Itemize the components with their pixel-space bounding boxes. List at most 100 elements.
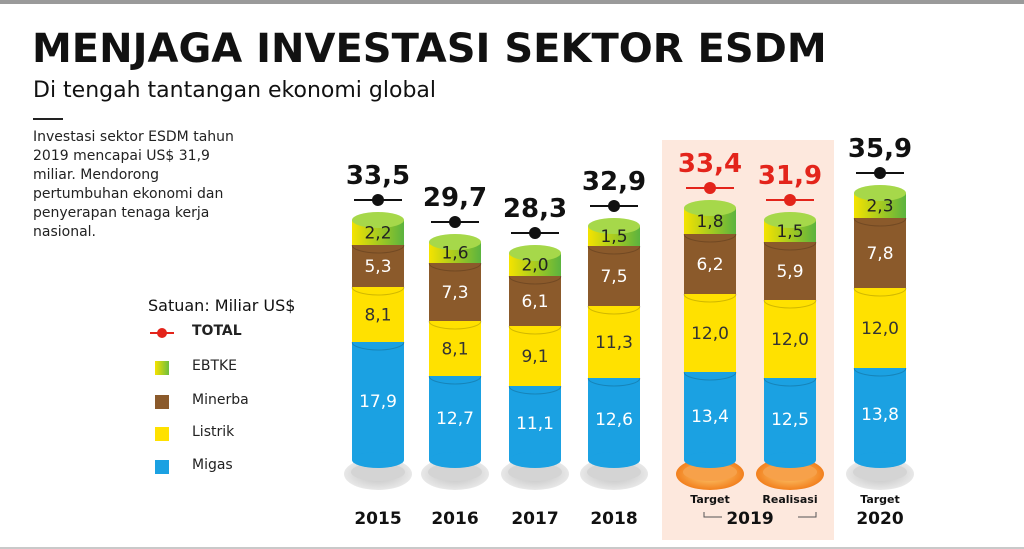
bar-segment-migas-4	[684, 372, 736, 460]
bar-segment-migas-2	[509, 386, 561, 460]
bar-seam-2-2	[508, 325, 562, 335]
data-label-listrik-1: 8,1	[441, 340, 468, 360]
data-label-listrik-6: 12,0	[861, 319, 899, 339]
total-label-0: 33,5	[346, 161, 410, 191]
bar-segment-minerba-2	[509, 276, 561, 326]
bar-top-cap-6	[854, 185, 906, 201]
sublabel-6: Target	[860, 493, 900, 506]
data-label-listrik-4: 12,0	[691, 324, 729, 344]
bar-segment-minerba-4	[684, 234, 736, 294]
data-label-ebtke-6: 2,3	[866, 197, 893, 217]
bar-segment-listrik-2	[509, 326, 561, 386]
legend-ebtke-label: EBTKE	[192, 358, 238, 374]
bar-segment-minerba-0	[352, 245, 404, 287]
page-title: MENJAGA INVESTASI SEKTOR ESDM	[32, 26, 827, 72]
bar-bottom-cap-6	[854, 452, 906, 468]
total-label-5: 31,9	[758, 161, 822, 191]
bar-segment-listrik-5	[764, 300, 816, 378]
total-dot-6	[874, 167, 886, 179]
bar-seam-2-1	[508, 385, 562, 395]
data-label-ebtke-5: 1,5	[776, 222, 803, 242]
bar-segment-migas-3	[588, 378, 640, 460]
sublabel-4: Target	[690, 493, 730, 506]
total-dot-2	[529, 227, 541, 239]
data-label-minerba-0: 5,3	[364, 257, 391, 277]
total-dot-3	[608, 200, 620, 212]
bar-seam-5-2	[763, 299, 817, 309]
data-label-ebtke-3: 1,5	[600, 227, 627, 247]
page-subtitle: Di tengah tantangan ekonomi global	[33, 78, 437, 103]
bar-seam-0-2	[351, 286, 405, 296]
top-border	[0, 0, 1024, 4]
data-label-listrik-2: 9,1	[521, 347, 548, 367]
bar-seam-0-3	[351, 244, 405, 254]
bar-top-cap-4	[684, 200, 736, 216]
bar-top-cap-1	[429, 234, 481, 250]
bar-seam-4-3	[683, 233, 737, 243]
total-label-3: 32,9	[582, 167, 646, 197]
migas-swatch-icon	[155, 460, 169, 474]
data-label-migas-5: 12,5	[771, 410, 809, 430]
year-label-2: 2017	[511, 509, 558, 529]
data-label-ebtke-0: 2,2	[364, 224, 391, 244]
data-label-migas-4: 13,4	[691, 407, 729, 427]
data-label-minerba-3: 7,5	[600, 267, 627, 287]
bar-bottom-cap-5	[764, 452, 816, 468]
legend-migas-label: Migas	[192, 457, 233, 473]
bracket-right	[798, 512, 817, 518]
total-dot-icon	[157, 328, 167, 338]
data-label-minerba-2: 6,1	[521, 292, 548, 312]
unit-label: Satuan: Miliar US$	[148, 296, 296, 315]
bar-seam-1-1	[428, 375, 482, 385]
bar-bottom-cap-1	[429, 452, 481, 468]
bar-segment-migas-0	[352, 342, 404, 460]
bar-bottom-cap-0	[352, 452, 404, 468]
bar-segment-migas-1	[429, 376, 481, 460]
bar-seam-3-2	[587, 305, 641, 315]
data-label-migas-3: 12,6	[595, 410, 633, 430]
bar-base-inner-5	[763, 463, 817, 481]
bar-seam-2-3	[508, 275, 562, 285]
bar-base-inner-0	[351, 463, 405, 481]
bar-seam-6-3	[853, 217, 907, 227]
bar-top-cap-0	[352, 212, 404, 228]
bar-seam-5-3	[763, 241, 817, 251]
bar-bottom-cap-4	[684, 452, 736, 468]
legend-listrik-label: Listrik	[192, 424, 235, 440]
data-label-minerba-5: 5,9	[776, 262, 803, 282]
total-dot-0	[372, 194, 384, 206]
bar-segment-minerba-5	[764, 242, 816, 300]
total-dot-1	[449, 216, 461, 228]
bar-bottom-cap-3	[588, 452, 640, 468]
bar-seam-6-2	[853, 287, 907, 297]
intro-text: Investasi sektor ESDM tahun 2019 mencapa…	[33, 129, 234, 240]
total-dot-5	[784, 194, 796, 206]
bar-seam-1-3	[428, 262, 482, 272]
bar-segment-minerba-1	[429, 263, 481, 321]
bar-seam-3-1	[587, 377, 641, 387]
footer-line	[0, 547, 1024, 549]
data-label-listrik-0: 8,1	[364, 306, 391, 326]
data-label-migas-0: 17,9	[359, 392, 397, 412]
bar-segment-minerba-3	[588, 246, 640, 306]
bar-segment-listrik-4	[684, 294, 736, 372]
data-label-minerba-4: 6,2	[696, 255, 723, 275]
total-label-4: 33,4	[678, 149, 742, 179]
data-label-migas-1: 12,7	[436, 409, 474, 429]
total-label-6: 35,9	[848, 134, 912, 164]
data-label-minerba-1: 7,3	[441, 283, 468, 303]
bar-segment-listrik-1	[429, 321, 481, 376]
bar-top-cap-2	[509, 245, 561, 261]
bar-segment-migas-6	[854, 368, 906, 460]
listrik-swatch-icon	[155, 427, 169, 441]
year-label-0: 2015	[354, 509, 401, 529]
bar-seam-4-2	[683, 293, 737, 303]
bar-segment-migas-5	[764, 378, 816, 460]
legend-total-label: TOTAL	[192, 323, 242, 339]
bar-segment-listrik-0	[352, 287, 404, 342]
divider	[33, 118, 63, 120]
legend-minerba-label: Minerba	[192, 392, 249, 408]
bar-seam-5-1	[763, 377, 817, 387]
bar-seam-6-1	[853, 367, 907, 377]
data-label-ebtke-1: 1,6	[441, 244, 468, 264]
